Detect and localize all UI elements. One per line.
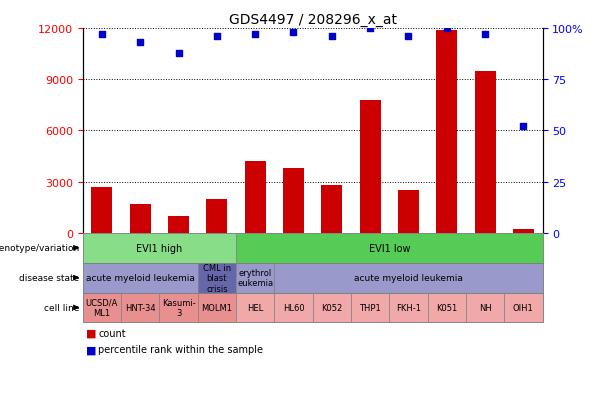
Point	[442, 26, 452, 32]
Point	[173, 50, 183, 57]
Text: ■: ■	[86, 328, 96, 338]
Point	[519, 124, 528, 131]
Text: Kasumi-
3: Kasumi- 3	[162, 298, 196, 317]
Text: EVI1 low: EVI1 low	[368, 243, 410, 253]
Bar	[398, 191, 419, 233]
Text: OIH1: OIH1	[513, 303, 534, 312]
Text: FKH-1: FKH-1	[396, 303, 421, 312]
Bar	[513, 230, 534, 233]
Text: disease state: disease state	[20, 273, 80, 282]
Bar	[321, 186, 342, 233]
Text: NH: NH	[479, 303, 492, 312]
Text: CML in
blast
crisis: CML in blast crisis	[203, 263, 231, 293]
Text: genotype/variation: genotype/variation	[0, 244, 80, 253]
Text: HNT-34: HNT-34	[125, 303, 156, 312]
Text: cell line: cell line	[44, 303, 80, 312]
Bar	[360, 100, 381, 233]
Point	[327, 34, 337, 40]
Point	[289, 30, 299, 36]
Bar	[168, 216, 189, 233]
Text: HEL: HEL	[247, 303, 264, 312]
Text: THP1: THP1	[359, 303, 381, 312]
Point	[135, 40, 145, 47]
Point	[365, 26, 375, 32]
Bar	[130, 204, 151, 233]
Bar	[91, 188, 112, 233]
Bar	[436, 31, 457, 233]
Point	[480, 32, 490, 38]
Title: GDS4497 / 208296_x_at: GDS4497 / 208296_x_at	[229, 12, 397, 26]
Point	[250, 32, 260, 38]
Text: EVI1 high: EVI1 high	[136, 243, 183, 253]
Text: HL60: HL60	[283, 303, 304, 312]
Point	[212, 34, 222, 40]
Bar	[474, 71, 495, 233]
Text: acute myeloid leukemia: acute myeloid leukemia	[86, 273, 195, 282]
Bar	[245, 162, 265, 233]
Text: UCSD/A
ML1: UCSD/A ML1	[86, 298, 118, 317]
Text: acute myeloid leukemia: acute myeloid leukemia	[354, 273, 463, 282]
Bar	[207, 199, 227, 233]
Text: K052: K052	[321, 303, 343, 312]
Point	[97, 32, 107, 38]
Point	[403, 34, 413, 40]
Bar	[283, 169, 304, 233]
Text: MOLM1: MOLM1	[201, 303, 232, 312]
Text: count: count	[98, 328, 126, 338]
Text: percentile rank within the sample: percentile rank within the sample	[98, 344, 263, 354]
Text: erythrol
eukemia: erythrol eukemia	[237, 268, 273, 287]
Text: K051: K051	[436, 303, 457, 312]
Text: ■: ■	[86, 344, 96, 354]
